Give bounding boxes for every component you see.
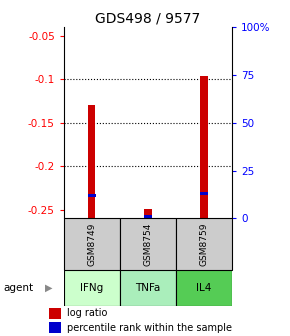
Bar <box>120 270 176 306</box>
Bar <box>120 218 176 270</box>
Bar <box>144 209 152 218</box>
Bar <box>176 218 232 270</box>
Bar <box>144 215 152 218</box>
Text: GSM8749: GSM8749 <box>87 223 96 266</box>
Text: ▶: ▶ <box>45 283 52 293</box>
Text: TNFa: TNFa <box>135 283 161 293</box>
Text: GSM8754: GSM8754 <box>143 223 153 266</box>
Title: GDS498 / 9577: GDS498 / 9577 <box>95 12 200 26</box>
Text: GSM8759: GSM8759 <box>200 223 209 266</box>
Text: IL4: IL4 <box>196 283 212 293</box>
Text: log ratio: log ratio <box>67 308 107 319</box>
Bar <box>88 105 95 218</box>
Text: IFNg: IFNg <box>80 283 104 293</box>
Bar <box>176 270 232 306</box>
Bar <box>200 192 208 195</box>
Bar <box>49 322 61 333</box>
Bar <box>200 76 208 218</box>
Bar <box>64 218 120 270</box>
Bar <box>88 194 96 197</box>
Text: agent: agent <box>3 283 33 293</box>
Bar <box>64 270 120 306</box>
Text: percentile rank within the sample: percentile rank within the sample <box>67 323 232 333</box>
Bar <box>49 308 61 319</box>
